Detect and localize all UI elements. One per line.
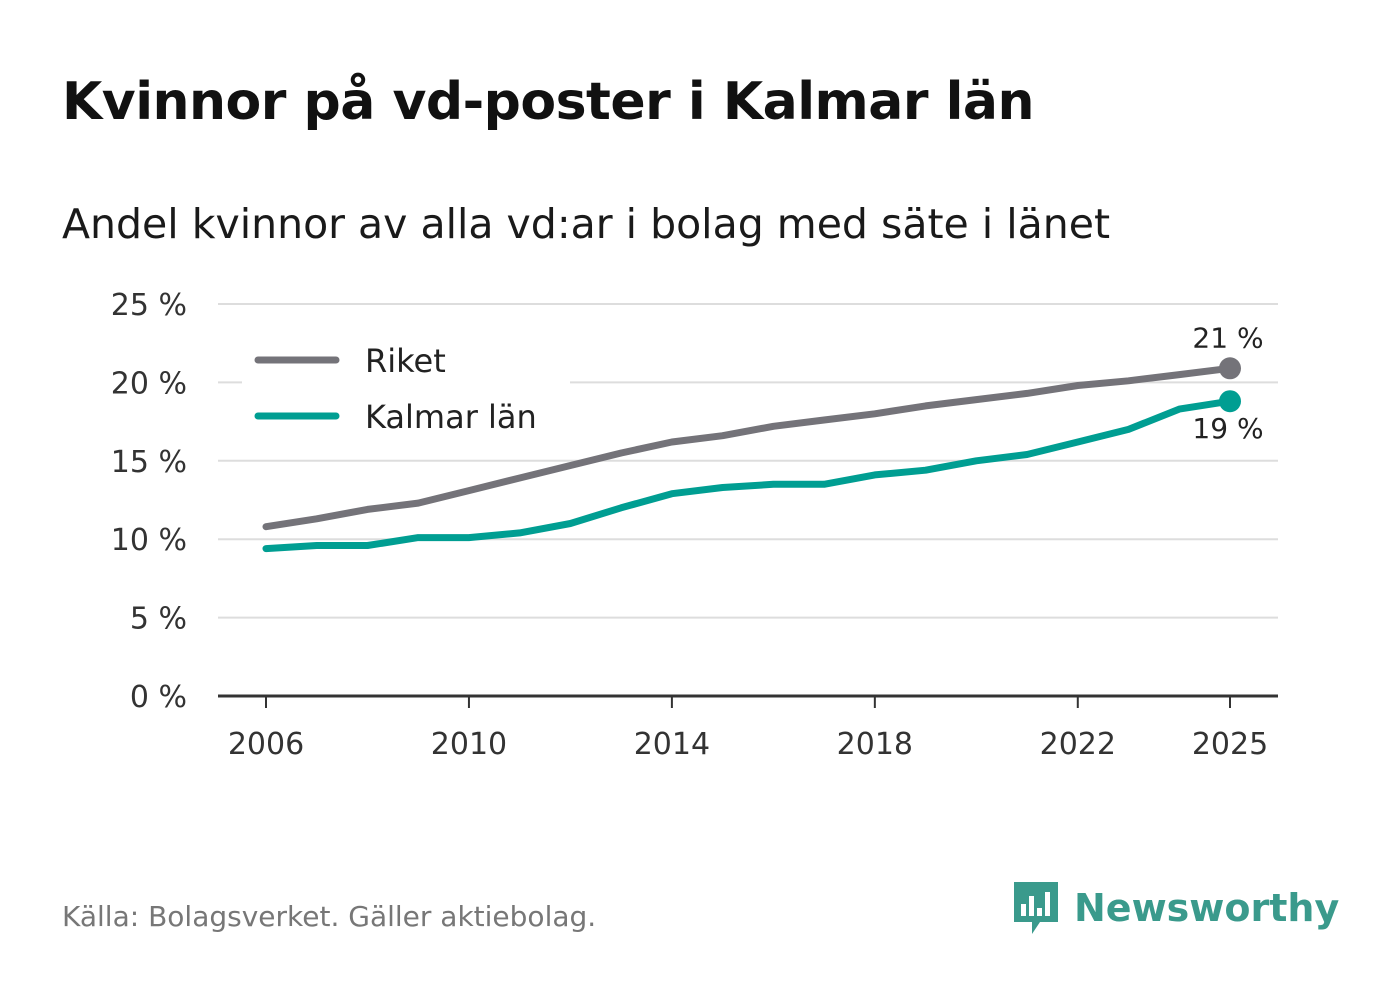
y-tick-label: 20 % xyxy=(111,366,187,401)
legend-background xyxy=(242,330,570,448)
legend-label-kalmar: Kalmar län xyxy=(365,398,537,436)
x-tick-label: 2014 xyxy=(634,727,710,762)
y-tick-label: 5 % xyxy=(130,602,187,637)
brand-name: Newsworthy xyxy=(1074,886,1340,930)
y-tick-label: 10 % xyxy=(111,523,187,558)
brand-logo: Newsworthy xyxy=(1010,878,1339,938)
legend-label-riket: Riket xyxy=(365,342,446,380)
legend: Riket Kalmar län xyxy=(242,330,570,448)
x-tick-label: 2025 xyxy=(1192,727,1268,762)
x-tick-label: 2018 xyxy=(837,727,913,762)
series-line-kalmar xyxy=(262,397,1234,553)
y-tick-label: 25 % xyxy=(111,288,187,323)
end-label-riket: 21 % xyxy=(1192,321,1263,354)
chart-subtitle: Andel kvinnor av alla vd:ar i bolag med … xyxy=(62,200,1111,248)
x-tick-label: 2006 xyxy=(228,727,304,762)
series-layer xyxy=(262,357,1241,553)
end-label-kalmar: 19 % xyxy=(1192,412,1263,445)
x-axis: 2006 2010 2014 2018 2022 2025 xyxy=(218,694,1278,762)
newsworthy-icon xyxy=(1014,882,1058,934)
series-line-riket xyxy=(262,364,1234,531)
end-point-riket xyxy=(1219,357,1241,380)
y-tick-label: 0 % xyxy=(130,680,187,715)
x-tick-label: 2010 xyxy=(431,727,507,762)
y-axis: 0 % 5 % 10 % 15 % 20 % 25 % xyxy=(111,288,187,715)
source-note: Källa: Bolagsverket. Gäller aktiebolag. xyxy=(62,900,597,933)
y-tick-label: 15 % xyxy=(111,445,187,480)
end-labels: 21 % 19 % xyxy=(1192,321,1263,445)
x-tick-label: 2022 xyxy=(1040,727,1116,762)
chart-title: Kvinnor på vd-poster i Kalmar län xyxy=(62,72,1035,132)
end-point-kalmar xyxy=(1219,390,1241,413)
